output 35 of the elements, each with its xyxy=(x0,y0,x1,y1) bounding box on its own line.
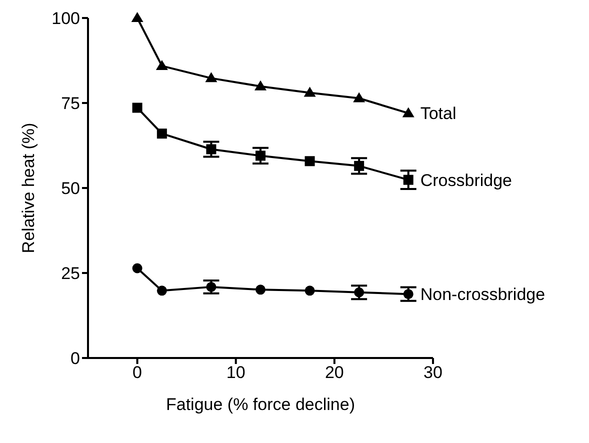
series-label: Non-crossbridge xyxy=(420,285,546,304)
x-tick-label: 20 xyxy=(324,363,344,382)
x-tick-label: 0 xyxy=(132,363,142,382)
y-tick-label: 25 xyxy=(61,264,80,284)
point xyxy=(354,160,364,171)
y-tick-label: 100 xyxy=(52,9,80,28)
point xyxy=(132,102,142,113)
point xyxy=(156,128,167,139)
point xyxy=(256,150,266,161)
point xyxy=(354,287,364,298)
series-label: Crossbridge xyxy=(420,170,512,190)
point xyxy=(206,282,216,292)
point xyxy=(132,263,142,274)
point xyxy=(254,80,266,90)
x-tick-label: 30 xyxy=(424,363,442,382)
x-tick-label: 10 xyxy=(226,363,246,382)
point xyxy=(304,286,315,296)
point xyxy=(131,12,144,22)
point xyxy=(205,72,218,82)
point xyxy=(206,144,216,154)
series-label: Total xyxy=(420,104,456,124)
point xyxy=(403,289,414,300)
point xyxy=(403,174,414,185)
point xyxy=(402,107,414,118)
point xyxy=(304,86,316,97)
point xyxy=(156,60,168,70)
y-tick-label: 75 xyxy=(61,94,80,114)
point xyxy=(156,286,167,296)
y-axis-title: Relative heat (%) xyxy=(19,122,38,254)
y-tick-label: 0 xyxy=(70,349,80,368)
point xyxy=(353,92,366,102)
point xyxy=(304,156,315,166)
y-tick-label: 50 xyxy=(61,179,80,198)
x-axis-title: Fatigue (% force decline) xyxy=(166,395,355,414)
point xyxy=(256,284,266,295)
